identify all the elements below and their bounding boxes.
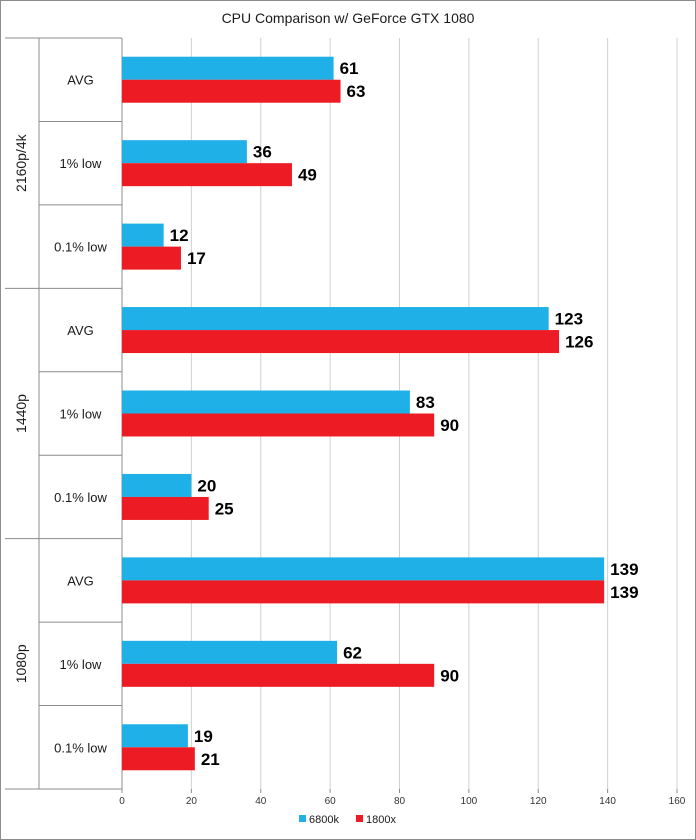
x-tick-label: 160 [669,796,686,807]
data-labels: 61 63 36 49 12 17 123 126 83 90 20 25 139 139 62 90 19 21 [170,59,639,769]
category-label: 1% low [60,657,103,672]
data-label: 36 [253,143,272,162]
chart-title: CPU Comparison w/ GeForce GTX 1080 [222,10,475,26]
data-label: 19 [194,727,213,746]
category-label: AVG [67,73,94,88]
category-label: 0.1% low [54,490,107,505]
bars [122,56,605,771]
legend: 6800k 1800x [299,814,396,826]
data-label: 49 [298,166,317,185]
x-tick-label: 60 [325,796,337,807]
bar [122,307,549,331]
x-tick-label: 100 [461,796,478,807]
x-tick-label: 20 [186,796,198,807]
legend-label: 6800k [309,814,339,826]
group-label: 1080p [13,644,29,683]
bar [122,390,410,414]
bar [122,496,209,520]
legend-label: 1800x [366,814,396,826]
bar [122,330,560,354]
data-label: 12 [170,226,189,245]
data-label: 83 [416,393,435,412]
category-label: 0.1% low [54,740,107,755]
data-label: 20 [197,476,216,495]
bar [122,640,338,664]
bar [122,473,192,497]
bar [122,56,334,80]
category-label: 0.1% low [54,240,107,255]
bar [122,663,435,687]
bar [122,79,341,103]
x-tick-label: 0 [119,796,125,807]
bar [122,747,195,771]
data-label: 25 [215,499,234,518]
bar [122,223,164,247]
legend-swatch [299,815,306,822]
category-label: 1% low [60,156,103,171]
data-label: 63 [347,82,366,101]
x-tick-label: 140 [599,796,616,807]
category-label: AVG [67,323,94,338]
data-label: 139 [610,583,638,602]
category-axis: AVG 1% low 0.1% low AVG 1% low 0.1% low AVG 1% … [5,37,122,790]
bar [122,140,247,164]
bar [122,246,181,270]
data-label: 21 [201,750,220,769]
data-label: 139 [610,560,638,579]
group-label: 2160p/4k [13,133,29,192]
category-label: AVG [67,573,94,588]
x-tick-label: 40 [255,796,267,807]
bar [122,724,188,748]
data-label: 126 [565,333,593,352]
group-label: 1440p [13,394,29,433]
bar [122,580,605,604]
data-label: 123 [555,310,583,329]
data-label: 17 [187,249,206,268]
legend-swatch [356,815,363,822]
data-label: 61 [340,59,359,78]
bar [122,413,435,437]
x-tick-label: 80 [394,796,406,807]
data-label: 90 [440,416,459,435]
bar [122,557,605,581]
data-label: 90 [440,666,459,685]
x-tick-label: 120 [530,796,547,807]
x-axis-ticks: 0 20 40 60 80 100 120 140 160 [119,789,686,807]
category-label: 1% low [60,407,103,422]
bar [122,163,292,187]
data-label: 62 [343,643,362,662]
